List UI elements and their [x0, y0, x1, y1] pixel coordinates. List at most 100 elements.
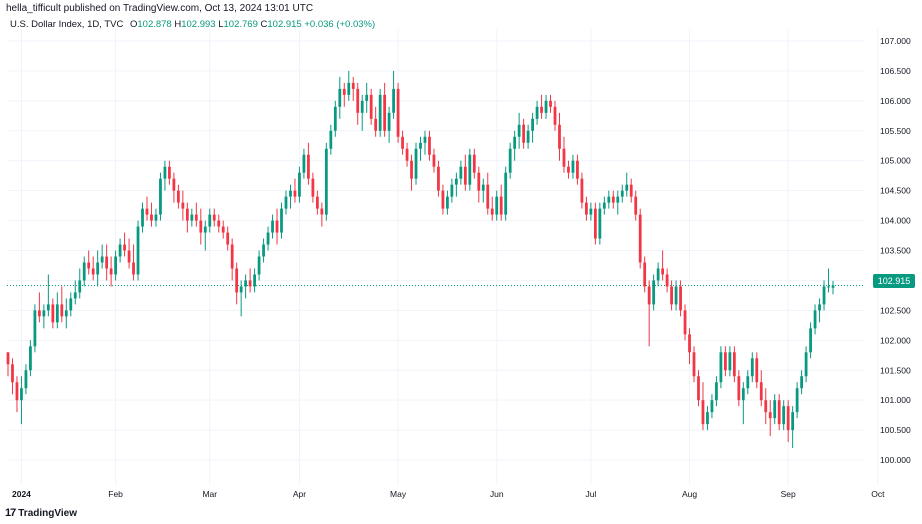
- candle-body: [20, 388, 23, 401]
- candles: [6, 70, 835, 449]
- y-tick-label: 105.000: [880, 156, 911, 166]
- candle-body: [638, 214, 642, 263]
- candle-body: [293, 190, 297, 197]
- candle-body: [607, 196, 611, 203]
- candle-body: [185, 208, 189, 221]
- candle-body: [692, 352, 696, 377]
- open-label: O: [129, 19, 138, 30]
- candle-body: [795, 388, 799, 413]
- candle-body: [585, 202, 588, 215]
- time-axis: 2024FebMarAprMayJunJulAugSepOct21: [12, 489, 885, 499]
- candle-body: [172, 178, 176, 191]
- x-tick-label: May: [390, 489, 407, 499]
- candle-body: [576, 160, 579, 179]
- candle-body: [109, 268, 113, 275]
- candle-body: [378, 94, 382, 131]
- candle-body: [549, 100, 552, 107]
- candle-body: [24, 370, 28, 389]
- candle-body: [342, 88, 346, 95]
- candle-body: [100, 256, 104, 263]
- candle-body: [105, 256, 109, 269]
- low-label: L: [218, 19, 224, 30]
- candle-body: [262, 244, 265, 257]
- x-tick-label: Apr: [293, 489, 306, 499]
- candle-body: [737, 376, 741, 401]
- candle-body: [459, 166, 463, 179]
- candle-body: [764, 400, 768, 413]
- candle-body: [710, 400, 714, 413]
- chart-legend: U.S. Dollar Index, 1D, TVC O102.878 H102…: [10, 19, 375, 30]
- y-tick-label: 100.500: [880, 425, 911, 435]
- low-value: 102.769: [223, 19, 258, 30]
- candle-body: [562, 148, 566, 167]
- y-tick-label: 101.000: [880, 395, 911, 405]
- candle-body: [369, 94, 373, 119]
- candle-body: [244, 280, 248, 287]
- candle-body: [235, 268, 239, 293]
- candle-body: [289, 190, 292, 197]
- candle-body: [333, 106, 337, 131]
- candle-body: [454, 178, 458, 185]
- candle-body: [602, 202, 606, 209]
- candle-body: [280, 208, 283, 233]
- candle-body: [446, 196, 449, 209]
- candle-body: [499, 196, 503, 215]
- candle-body: [589, 208, 593, 215]
- candle-body: [504, 172, 508, 215]
- candle-body: [809, 328, 812, 353]
- candle-body: [78, 280, 82, 293]
- candle-body: [679, 286, 682, 311]
- candle-body: [203, 226, 207, 233]
- candle-body: [755, 358, 759, 383]
- candle-body: [450, 184, 454, 197]
- candle-body: [190, 214, 194, 221]
- candle-body: [212, 214, 216, 221]
- candle-body: [226, 232, 230, 245]
- candle-body: [495, 196, 499, 215]
- candle-body: [818, 304, 821, 311]
- candle-body: [800, 376, 804, 389]
- candle-body: [827, 286, 830, 288]
- candle-body: [405, 148, 409, 161]
- close-value: 102.915: [267, 19, 302, 30]
- candle-body: [199, 220, 203, 233]
- candle-body: [463, 166, 467, 185]
- candle-body: [553, 106, 557, 125]
- candle-body: [271, 220, 274, 233]
- candle-body: [517, 124, 521, 137]
- candle-body: [571, 160, 575, 173]
- candle-body: [392, 88, 395, 113]
- candle-body: [150, 214, 153, 221]
- candle-body: [423, 136, 427, 143]
- candle-body: [526, 130, 530, 143]
- y-tick-label: 107.000: [880, 36, 911, 46]
- candle-body: [652, 280, 656, 305]
- candle-body: [580, 178, 584, 203]
- candle-body: [298, 172, 301, 197]
- x-tick-label: Oct: [871, 489, 885, 499]
- candle-body: [782, 406, 786, 425]
- candle-body: [804, 352, 808, 377]
- candle-body: [472, 154, 476, 173]
- candle-body: [656, 268, 660, 281]
- candle-body: [365, 94, 369, 101]
- candle-body: [69, 298, 73, 311]
- candle-body: [786, 406, 790, 431]
- candle-body: [773, 400, 777, 419]
- candle-body: [302, 154, 306, 173]
- candle-body: [248, 280, 252, 287]
- candle-body: [822, 286, 826, 305]
- x-tick-label: Aug: [682, 489, 697, 499]
- x-tick-label: Jul: [585, 489, 596, 499]
- candle-body: [674, 286, 678, 305]
- candle-body: [598, 208, 602, 239]
- candle-body: [114, 256, 117, 275]
- candle-body: [535, 106, 539, 119]
- candle-body: [123, 244, 126, 251]
- candle-body: [15, 382, 19, 401]
- price-axis: 100.000 100.500 101.000 101.500 102.000 102.5…: [880, 36, 911, 465]
- candle-body: [732, 352, 736, 377]
- candle-body: [831, 285, 835, 288]
- x-tick-label: Feb: [108, 489, 123, 499]
